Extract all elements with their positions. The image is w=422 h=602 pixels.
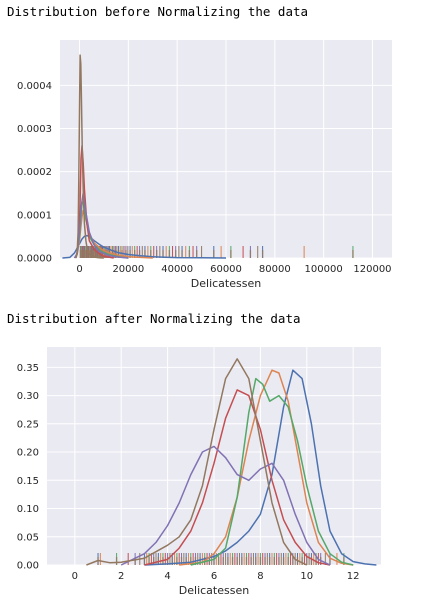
caption-after: Distribution after Normalizing the data <box>7 311 301 326</box>
kde-line-series-5 <box>73 192 129 259</box>
y-tick-label: 0.25 <box>17 419 39 430</box>
kde-line-series-3 <box>190 377 354 566</box>
x-axis-label: Delicatessen <box>179 584 249 597</box>
kde-line-series-1 <box>62 234 227 259</box>
y-tick-label: 0.05 <box>17 532 39 543</box>
y-tick-label: 0.10 <box>17 504 39 515</box>
caption-before: Distribution before Normalizing the data <box>7 4 309 19</box>
y-tick-label: 0.0002 <box>17 167 52 178</box>
x-tick-label: 0 <box>72 571 78 582</box>
x-tick-label: 10 <box>300 571 313 582</box>
kde-line-series-5 <box>120 445 331 566</box>
x-tick-label: 4 <box>164 571 170 582</box>
x-tick-label: 6 <box>211 571 217 582</box>
y-tick-label: 0.0000 <box>17 254 52 265</box>
y-tick-label: 0.00 <box>17 561 39 572</box>
x-tick-label: 100000 <box>305 264 343 275</box>
x-axis-label: Delicatessen <box>191 277 261 290</box>
x-tick-label: 120000 <box>353 264 391 275</box>
y-tick-label: 0.35 <box>17 363 39 374</box>
kde-line-series-2 <box>179 369 354 566</box>
x-tick-label: 40000 <box>161 264 193 275</box>
kde-line-series-1 <box>144 369 377 566</box>
x-tick-label: 0 <box>76 264 82 275</box>
y-tick-label: 0.20 <box>17 448 39 459</box>
y-tick-label: 0.0004 <box>17 81 52 92</box>
kde-line-series-6 <box>75 54 104 259</box>
kde-line-series-6 <box>86 358 308 566</box>
x-tick-label: 60000 <box>210 264 242 275</box>
kde-line-series-4 <box>144 389 331 566</box>
x-tick-label: 8 <box>257 571 263 582</box>
y-tick-label: 0.15 <box>17 476 39 487</box>
y-tick-label: 0.30 <box>17 391 39 402</box>
y-tick-label: 0.0003 <box>17 124 52 135</box>
y-tick-label: 0.0001 <box>17 210 52 221</box>
x-tick-label: 12 <box>347 571 360 582</box>
kde-line-series-4 <box>75 145 114 259</box>
x-tick-label: 80000 <box>259 264 291 275</box>
x-tick-label: 20000 <box>112 264 144 275</box>
x-tick-label: 2 <box>118 571 124 582</box>
